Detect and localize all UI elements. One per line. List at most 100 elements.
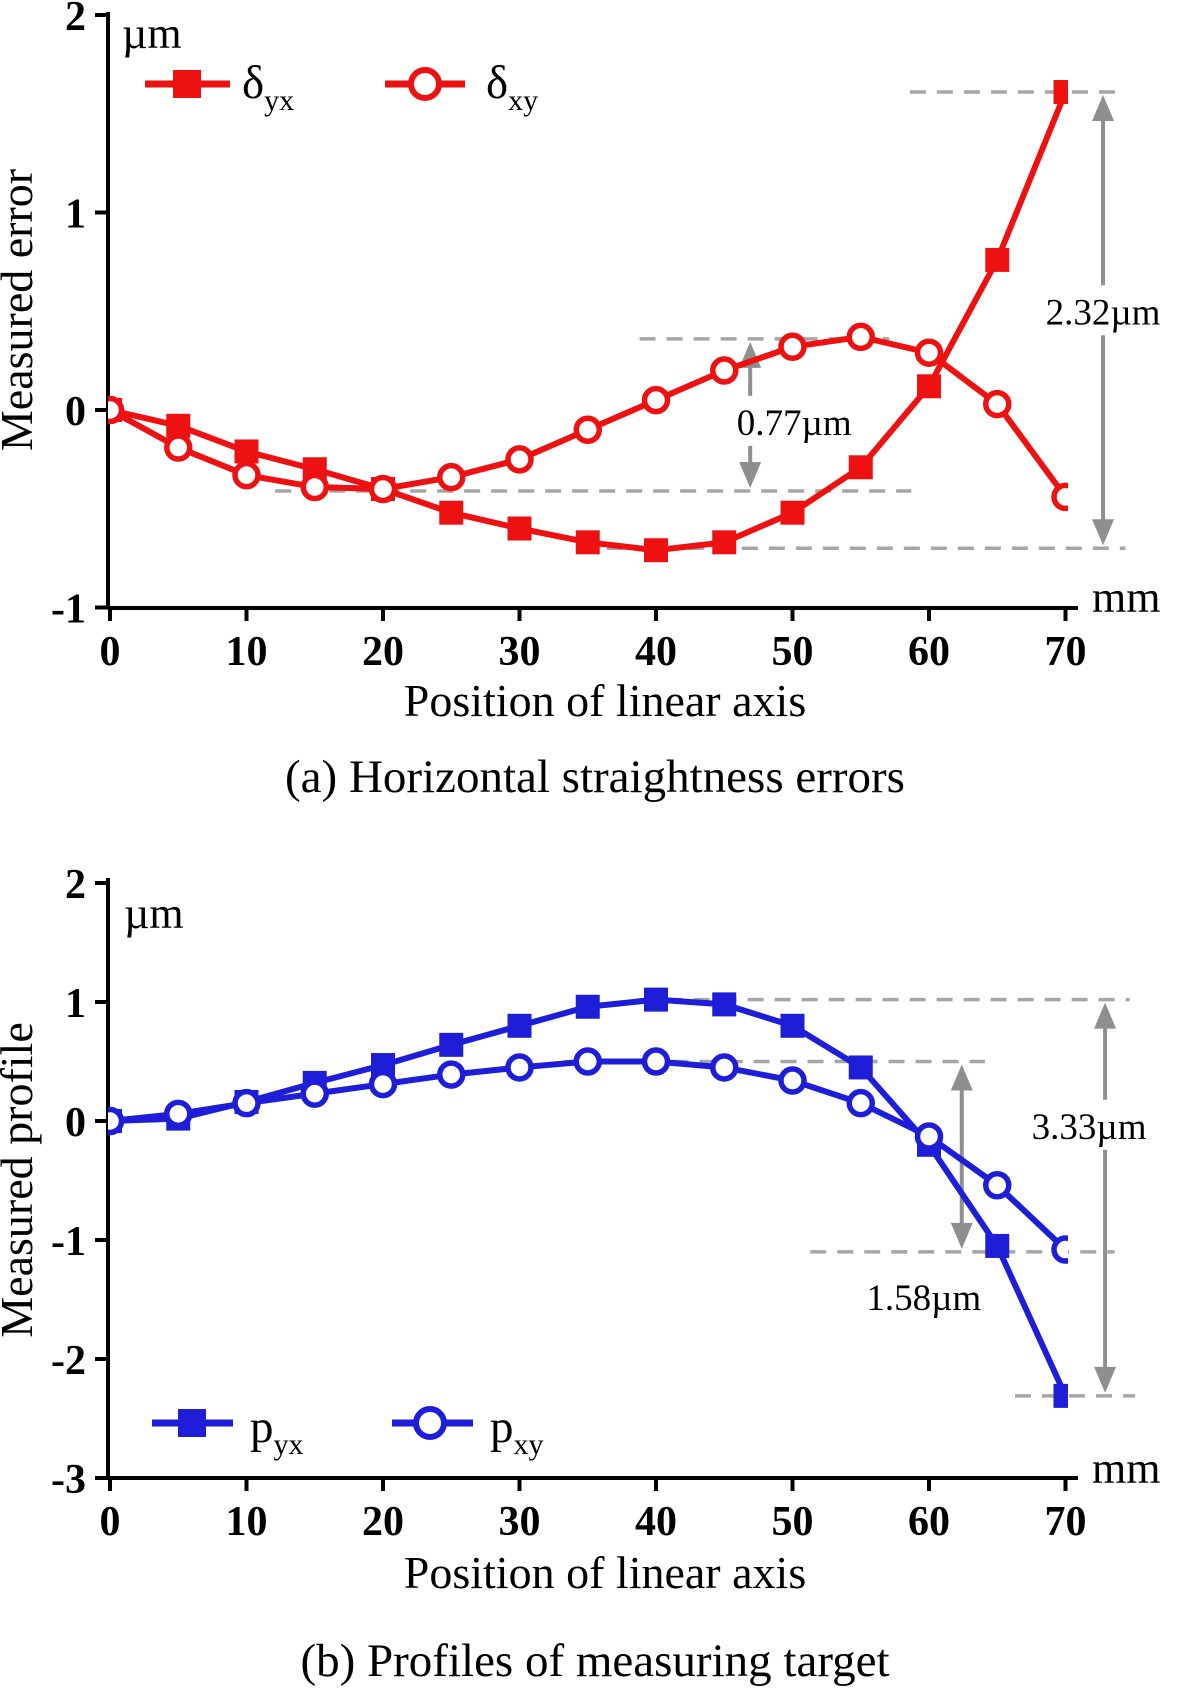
marker-square-icon <box>1053 1383 1068 1408</box>
marker-circle-icon <box>983 389 1012 419</box>
marker-circle-icon <box>573 415 602 444</box>
marker-square-icon <box>644 987 668 1012</box>
marker-square-icon <box>712 992 737 1017</box>
arrowhead-down-icon <box>950 1222 973 1249</box>
marker-circle-icon <box>437 462 466 492</box>
marker-circle-icon <box>1051 482 1068 512</box>
annotations: 1.58µm 3.33µm <box>564 997 1147 1398</box>
marker-circle-icon <box>108 1106 125 1136</box>
annotations: 0.77µm 2.32µm <box>275 90 1161 550</box>
marker-circle-icon <box>914 338 944 367</box>
x-tick-label: 0 <box>100 1499 121 1545</box>
marker-circle-icon <box>437 1060 466 1089</box>
arrowhead-up-icon <box>1094 1002 1117 1029</box>
legend-label-p-xy: pxy <box>490 1401 544 1461</box>
x-tick-label: 50 <box>772 1499 814 1545</box>
marker-square-icon <box>507 1013 532 1038</box>
legend-marker-circle-icon <box>413 1406 447 1440</box>
chart-caption: (a) Horizontal straightness errors <box>285 751 905 803</box>
y-tick-label: 0 <box>65 389 86 435</box>
marker-square-icon <box>1053 80 1068 105</box>
arrowhead-down-icon <box>739 461 762 488</box>
x-tick-label: 20 <box>362 1499 404 1545</box>
marker-circle-icon <box>778 1066 807 1095</box>
arrowhead-up-icon <box>950 1064 973 1091</box>
annotation-label: 2.32µm <box>1046 292 1161 333</box>
marker-square-icon <box>985 1233 1010 1258</box>
x-tick-label: 10 <box>226 629 268 675</box>
marker-square-icon <box>848 1055 873 1080</box>
x-tick-label: 50 <box>772 629 814 675</box>
marker-circle-icon <box>368 1069 398 1099</box>
x-tick-label: 30 <box>499 629 541 675</box>
marker-square-icon <box>439 1032 464 1057</box>
marker-circle-icon <box>232 1088 261 1118</box>
marker-circle-icon <box>641 385 671 415</box>
y-tick-label: -3 <box>51 1457 86 1503</box>
x-tick-label: 70 <box>1045 629 1087 675</box>
x-tick-label: 40 <box>635 629 677 675</box>
marker-circle-icon <box>846 322 875 352</box>
y-tick-label: -2 <box>51 1338 86 1384</box>
marker-square-icon <box>439 500 464 525</box>
series-group <box>108 987 1068 1408</box>
chart-caption: (b) Profiles of measuring target <box>300 1635 889 1687</box>
marker-square-icon <box>507 516 532 541</box>
marker-square-icon <box>575 994 600 1019</box>
marker-circle-icon <box>368 474 398 504</box>
x-tick-label: 20 <box>362 629 404 675</box>
marker-circle-icon <box>573 1047 602 1076</box>
marker-square-icon <box>644 538 668 563</box>
legend-label-delta-yx: δyx <box>242 57 294 117</box>
series-group <box>108 80 1068 563</box>
legend: pyx pxy <box>152 1401 544 1461</box>
marker-square-icon <box>848 455 873 480</box>
marker-circle-icon <box>710 356 739 385</box>
marker-circle-icon <box>164 1099 193 1129</box>
x-tick-label: 30 <box>499 1499 541 1545</box>
annotation-label: 0.77µm <box>737 403 852 444</box>
y-tick-label: 2 <box>65 0 86 40</box>
marker-square-icon <box>780 500 805 525</box>
marker-circle-icon <box>778 332 807 362</box>
x-axis-title: Position of linear axis <box>404 1547 806 1598</box>
marker-square-icon <box>985 247 1010 272</box>
marker-square-icon <box>712 530 737 555</box>
marker-square-icon <box>917 374 941 399</box>
legend-marker-square-icon <box>178 1409 206 1437</box>
x-tick-label: 60 <box>908 629 950 675</box>
marker-square-icon <box>575 530 600 555</box>
annotation-label: 1.58µm <box>866 1278 981 1319</box>
marker-circle-icon <box>505 1053 534 1082</box>
marker-circle-icon <box>505 445 534 474</box>
y-tick-label: -1 <box>51 587 86 633</box>
legend-label-p-yx: pyx <box>250 1401 304 1461</box>
legend-marker-square-icon <box>173 70 201 98</box>
annotation-label: 3.33µm <box>1032 1107 1147 1148</box>
y-unit-label: µm <box>122 9 182 58</box>
x-tick-label: 40 <box>635 1499 677 1545</box>
y-tick-label: 1 <box>65 981 86 1027</box>
y-tick-label: 2 <box>65 862 86 908</box>
y-axis-title: Measured profile <box>0 1022 42 1338</box>
arrowhead-down-icon <box>1094 1366 1117 1393</box>
marker-square-icon <box>780 1013 805 1038</box>
chart-a-horizontal-straightness-errors: Measured error µm mm Position of linear … <box>0 0 1161 803</box>
marker-circle-icon <box>164 433 193 462</box>
x-tick-label: 0 <box>100 629 121 675</box>
x-unit-label: mm <box>1092 573 1160 622</box>
legend-label-delta-xy: δxy <box>486 57 538 117</box>
y-tick-label: -1 <box>51 1219 86 1265</box>
legend: δyx δxy <box>145 57 538 117</box>
x-unit-label: mm <box>1092 1444 1160 1493</box>
y-tick-label: 1 <box>65 192 86 238</box>
x-tick-label: 70 <box>1045 1499 1087 1545</box>
arrowhead-up-icon <box>1092 95 1115 122</box>
marker-circle-icon <box>914 1122 944 1151</box>
legend-marker-circle-icon <box>408 67 442 101</box>
marker-circle-icon <box>300 1079 329 1108</box>
